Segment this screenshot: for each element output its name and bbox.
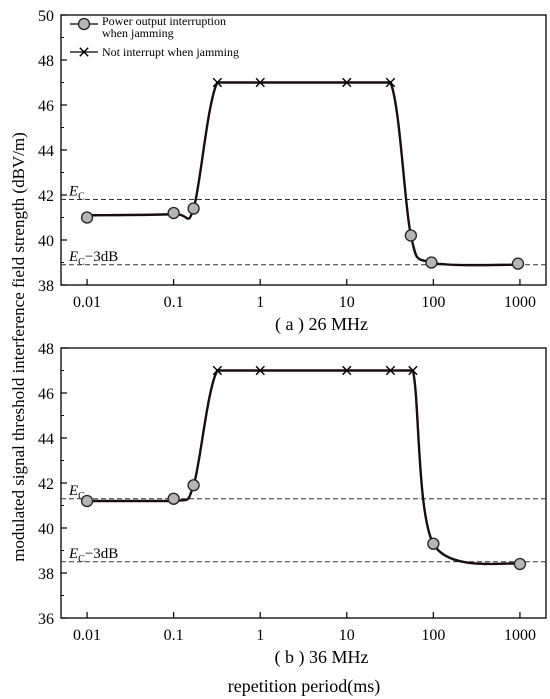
y-tick-label: 36 [38,611,54,628]
y-tick-label: 46 [38,98,54,115]
circle-marker [513,557,527,571]
y-tick-label: 38 [38,566,54,583]
circle-marker [77,17,91,31]
x-marker [408,365,418,376]
x-tick-label: 1000 [504,294,536,311]
legend-label-interrupt: Power output interruption [102,14,226,28]
ref-label-subscript: C [78,192,85,203]
ref-label-subscript: C [78,554,85,565]
legend-label-interrupt-2: when jamming [102,26,174,40]
circle-marker [80,494,94,508]
ref-label-subscript: C [78,257,85,268]
circle-marker [425,256,438,269]
x-tick-label: 0.1 [164,294,184,311]
y-axis-label: modulated signal threshold interference … [9,132,28,562]
circle-marker [427,537,440,550]
y-tick-label: 42 [38,188,54,205]
x-tick-label: 10 [339,294,355,311]
ref-label-subscript: C [78,491,85,502]
x-marker [342,77,352,88]
circle-marker [167,206,180,220]
curve-line [87,81,519,267]
x-marker [385,77,396,88]
x-tick-label: 10 [339,627,355,644]
panel-caption: ( a ) 26 MHz [275,314,368,335]
y-tick-label: 44 [38,431,54,448]
x-marker [342,365,352,376]
x-marker [255,77,265,88]
circle-marker [80,211,94,224]
x-tick-label: 0.1 [164,627,184,644]
curve-line [87,369,521,566]
reference-line-label: EC [68,184,85,203]
ref-label-suffix: −3dB [85,249,118,265]
x-marker [385,365,396,376]
ref-label-suffix: −3dB [85,546,118,562]
y-tick-label: 48 [38,341,54,358]
circle-marker [167,492,180,505]
legend-label-no-interrupt: Not interrupt when jamming [102,45,239,59]
y-tick-label: 48 [38,53,54,70]
series-interrupt [80,479,527,571]
series-interrupt [80,202,525,270]
ref-label-main: E [68,249,78,265]
circle-marker [187,202,200,215]
x-tick-label: 0.01 [73,294,101,311]
ref-label-main: E [68,483,78,499]
y-tick-label: 46 [38,386,54,403]
x-tick-label: 1 [256,294,264,311]
y-tick-label: 44 [38,143,54,160]
reference-line-label: EC−3dB [68,249,118,268]
x-tick-label: 1000 [504,627,536,644]
x-marker [212,365,223,376]
x-marker [212,77,223,88]
panel-caption: ( b ) 36 MHz [275,647,369,668]
x-axis-label: repetition period(ms) [228,676,380,697]
y-tick-label: 38 [38,278,54,295]
ref-label-main: E [68,546,78,562]
x-tick-label: 100 [421,294,445,311]
plot-frame [60,347,547,619]
y-tick-label: 42 [38,476,54,493]
x-tick-label: 1 [256,627,264,644]
x-tick-label: 100 [421,627,445,644]
reference-line-label: EC−3dB [68,546,118,565]
circle-marker [187,479,200,492]
y-tick-label: 40 [38,521,54,538]
y-tick-label: 50 [38,8,54,25]
series-no-interrupt [212,365,418,376]
x-marker [79,47,89,57]
reference-line-label: EC [68,483,85,502]
x-marker [255,365,265,376]
series-no-interrupt [212,77,396,88]
y-tick-label: 40 [38,233,54,250]
circle-marker [404,229,418,242]
circle-marker [511,257,525,270]
x-tick-label: 0.01 [73,627,101,644]
ref-label-main: E [68,184,78,200]
